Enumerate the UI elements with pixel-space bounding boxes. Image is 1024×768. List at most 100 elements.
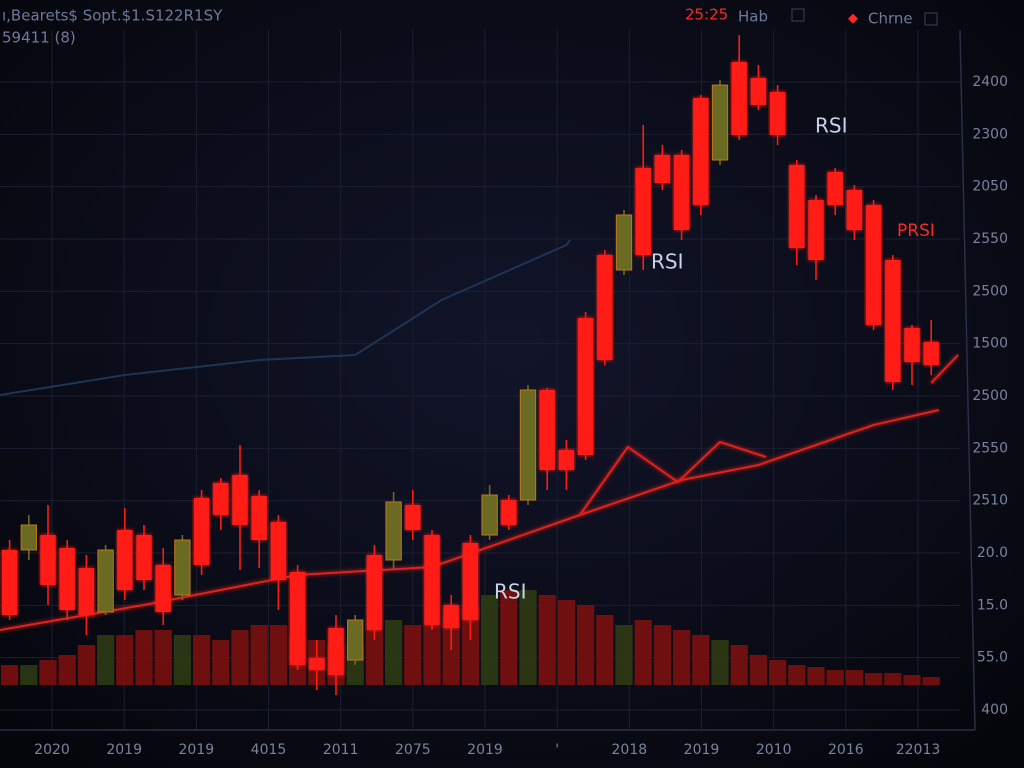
x-axis-label: 4015 [251, 742, 287, 758]
volume-bar [634, 620, 652, 685]
x-axis-label: 2019 [106, 742, 142, 758]
volume-bar [404, 625, 422, 685]
volume-bar [135, 630, 153, 685]
candle-body [328, 628, 344, 675]
volume-bar [749, 655, 768, 685]
candle-body [462, 543, 479, 620]
volume-bar [807, 667, 825, 685]
candle-body [846, 190, 863, 230]
y-axis-label: 2050 [972, 179, 1008, 195]
candle-body [405, 505, 421, 530]
candle-body [78, 568, 95, 615]
line [579, 440, 767, 516]
candle-body [693, 98, 709, 205]
y-axis-label: 2400 [972, 74, 1008, 90]
volume-bar [116, 635, 134, 685]
candle-body [923, 342, 939, 365]
y-axis-label: 400 [981, 702, 1008, 718]
candle-body [885, 260, 901, 382]
candle-body [1, 550, 18, 615]
candle-body [443, 605, 459, 628]
volume-bar [692, 635, 710, 685]
tab[interactable]: Hab [738, 8, 768, 26]
y-axis-label: 20.0 [977, 545, 1008, 561]
candle-body [193, 498, 210, 565]
volume-bar [826, 670, 844, 685]
y-axis-label: 2500 [972, 283, 1008, 299]
icon[interactable] [924, 12, 938, 26]
candle-body [366, 555, 383, 630]
volume-bar [192, 635, 211, 685]
candle-body [731, 62, 747, 135]
x-axis-label: 2019 [684, 742, 720, 758]
volume-bar [730, 645, 748, 685]
y-axis-label: 2300 [972, 126, 1008, 142]
volume-bar [20, 665, 38, 685]
candle-body [213, 483, 229, 515]
annotation: RSI [815, 114, 848, 138]
candle-body [827, 172, 843, 205]
volume-bar [711, 640, 729, 685]
volume-bar [557, 600, 576, 685]
x-axis-label: 2011 [323, 742, 359, 758]
x-axis-label: 2018 [612, 742, 648, 758]
candle-body [174, 539, 191, 596]
candle-body [232, 475, 248, 525]
y-axis-label: 2500 [972, 388, 1008, 404]
x-axis-label: 2010 [756, 742, 792, 758]
volume-bar [864, 673, 883, 685]
candle-body [270, 522, 287, 580]
button[interactable]: Chrne [868, 10, 913, 28]
candle-body [20, 524, 37, 551]
annotation: RSI [494, 580, 527, 604]
candle-body [97, 549, 114, 613]
candle-body [117, 530, 133, 590]
icon[interactable] [791, 8, 805, 22]
candle-body [424, 535, 440, 625]
volume-bar [788, 665, 806, 685]
candle-body [289, 572, 306, 665]
header-title: ı,Bearets$ Sopt.$1.S122R1SY [2, 7, 223, 25]
plot [0, 35, 959, 695]
y-axis-label: 15.0 [977, 597, 1008, 613]
candle-body [789, 165, 805, 248]
candle-body [40, 535, 56, 585]
y-axis-label: 2550 [972, 440, 1008, 456]
candle-body [347, 619, 364, 661]
volume-bar [672, 630, 691, 685]
candle-body [769, 92, 786, 135]
candle-body [519, 389, 537, 501]
axis-border [959, 29, 976, 731]
volume-bar [39, 660, 57, 685]
candle-body [654, 155, 671, 183]
candle-body [309, 658, 325, 670]
candle-body [385, 501, 402, 561]
x-axis-label: ' [555, 742, 559, 758]
candle-body [615, 214, 633, 271]
volume-bar [576, 605, 595, 685]
volume-bar [154, 630, 172, 685]
volume-bar [480, 595, 499, 685]
line [930, 354, 959, 384]
x-axis-label: 2019 [467, 742, 503, 758]
clock: 25:25 [685, 6, 728, 24]
x-axis-label: 2020 [34, 742, 70, 758]
candle-body [865, 205, 882, 325]
volume-bar [500, 590, 518, 685]
volume-bar [58, 655, 76, 685]
candle-body [155, 565, 171, 612]
volume-bar [173, 635, 192, 685]
candle-body [635, 168, 651, 255]
volume-bar [0, 665, 19, 685]
header-subtitle: 59411 (8) [2, 29, 76, 47]
volume-bar [903, 675, 921, 685]
x-axis-label: 2075 [395, 742, 431, 758]
volume-bar [269, 625, 288, 685]
annotation: PRSI [897, 221, 935, 241]
candle-body [59, 548, 75, 610]
volume-bar [231, 630, 249, 685]
icon [848, 13, 858, 24]
volume-bar [365, 630, 384, 685]
